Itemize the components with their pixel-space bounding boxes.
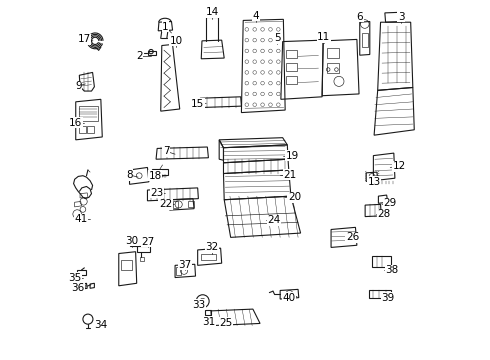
Text: 14: 14 <box>205 7 219 17</box>
Bar <box>372 256 391 267</box>
Text: 37: 37 <box>178 260 192 270</box>
Text: 22: 22 <box>159 199 172 210</box>
Bar <box>161 175 163 177</box>
Bar <box>164 175 166 177</box>
Bar <box>176 267 181 275</box>
Text: 1: 1 <box>162 22 169 32</box>
Text: 16: 16 <box>69 118 82 128</box>
Text: 3: 3 <box>398 12 404 22</box>
Bar <box>78 126 86 133</box>
Text: 9: 9 <box>75 81 81 91</box>
Text: 31: 31 <box>202 317 215 327</box>
Text: 26: 26 <box>346 232 359 242</box>
Text: 20: 20 <box>288 192 301 202</box>
Bar <box>172 201 178 208</box>
Text: 8: 8 <box>126 170 133 180</box>
Bar <box>122 260 132 270</box>
Text: 32: 32 <box>205 242 219 252</box>
Text: 35: 35 <box>68 273 81 283</box>
Text: 40: 40 <box>282 293 295 303</box>
Text: 2: 2 <box>136 51 143 61</box>
Text: 28: 28 <box>377 209 391 219</box>
Text: 4: 4 <box>252 11 259 21</box>
Bar <box>205 310 211 315</box>
Bar <box>155 175 157 177</box>
Text: 29: 29 <box>384 198 397 208</box>
Text: 19: 19 <box>286 150 299 161</box>
Text: 7: 7 <box>163 146 170 156</box>
Text: 41: 41 <box>74 215 87 224</box>
Text: 38: 38 <box>386 265 399 275</box>
Bar <box>152 169 168 175</box>
Bar <box>87 126 95 133</box>
Text: 25: 25 <box>220 318 233 328</box>
Bar <box>286 63 297 71</box>
Text: 12: 12 <box>392 161 406 171</box>
Bar <box>78 106 98 121</box>
Bar <box>137 246 150 252</box>
Bar <box>129 240 137 246</box>
Bar <box>286 50 297 58</box>
Bar <box>368 290 391 298</box>
Bar <box>327 63 339 73</box>
Text: 18: 18 <box>149 171 162 181</box>
Text: 34: 34 <box>94 320 107 330</box>
Text: 27: 27 <box>142 237 155 247</box>
Bar <box>148 51 156 55</box>
Text: 24: 24 <box>267 215 280 225</box>
Text: 30: 30 <box>125 236 139 246</box>
Text: 11: 11 <box>317 32 331 42</box>
Text: 36: 36 <box>72 283 85 293</box>
Bar <box>201 254 216 260</box>
Text: 39: 39 <box>381 293 394 303</box>
Bar <box>77 270 86 275</box>
Text: 6: 6 <box>356 12 363 22</box>
Bar <box>158 175 160 177</box>
Bar <box>188 201 194 207</box>
Bar <box>286 76 297 84</box>
Text: 23: 23 <box>150 188 164 198</box>
Bar <box>327 48 339 58</box>
Text: 21: 21 <box>283 170 296 180</box>
Text: 13: 13 <box>368 177 381 187</box>
Bar <box>362 33 368 47</box>
Text: 5: 5 <box>274 33 281 43</box>
Text: 33: 33 <box>192 300 205 310</box>
Text: 17: 17 <box>78 35 91 44</box>
Text: 15: 15 <box>191 99 204 109</box>
Text: 10: 10 <box>170 36 183 46</box>
